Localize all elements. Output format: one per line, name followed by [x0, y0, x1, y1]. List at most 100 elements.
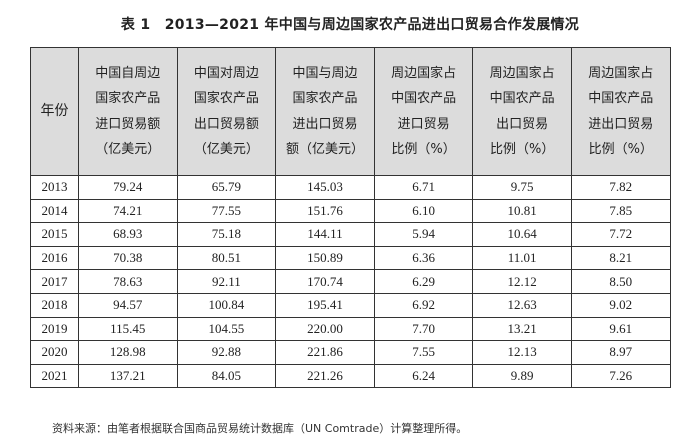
column-header-export-value: 中国对周边 国家农产品 出口贸易额 （亿美元）: [176, 47, 277, 176]
year-cell: 2013: [30, 175, 79, 200]
header-line: 中国农产品: [391, 91, 457, 106]
header-line: 进出口贸易: [292, 116, 358, 132]
table-row: 2021 137.21 84.05 221.26 6.24 9.89 7.26: [30, 363, 671, 389]
table-row: 2016 70.38 80.51 150.89 6.36 11.01 8.21: [30, 245, 671, 271]
table-row: 2015 68.93 75.18 144.11 5.94 10.64 7.72: [30, 222, 671, 247]
table-header-row: 年份 中国自周边 国家农产品 进口贸易额 （亿美元） 中国对周边 国家农产品 出…: [30, 47, 671, 176]
table-cell: 11.01: [472, 245, 572, 271]
year-cell: 2014: [30, 198, 79, 224]
table-cell: 74.21: [78, 198, 178, 224]
table-cell: 77.55: [176, 198, 277, 224]
table-cell: 8.97: [570, 340, 671, 365]
column-header-total-value: 中国与周边 国家农产品 进出口贸易 额（亿美元）: [275, 47, 375, 176]
year-cell: 2019: [30, 316, 79, 342]
table-cell: 7.26: [570, 363, 671, 389]
year-cell: 2021: [30, 363, 79, 389]
table-cell: 94.57: [78, 292, 178, 318]
table-cell: 12.63: [472, 292, 572, 318]
table-cell: 9.75: [472, 175, 572, 200]
header-line: 比例（%）: [588, 142, 653, 157]
table-cell: 92.11: [176, 269, 277, 294]
year-cell: 2016: [30, 245, 79, 271]
table-cell: 75.18: [176, 222, 277, 247]
table-cell: 9.89: [472, 363, 572, 389]
table-cell: 6.29: [373, 269, 474, 294]
table-cell: 7.55: [373, 340, 474, 365]
table-cell: 13.21: [472, 316, 572, 342]
table-cell: 144.11: [275, 222, 375, 247]
header-line: （亿美元）: [193, 142, 259, 157]
table-cell: 6.71: [373, 175, 474, 200]
table-cell: 7.85: [570, 198, 671, 224]
table-cell: 79.24: [78, 175, 178, 200]
column-header-export-share: 周边国家占 中国农产品 出口贸易 比例（%）: [472, 47, 572, 176]
table-cell: 137.21: [78, 363, 178, 389]
table-cell: 220.00: [275, 316, 375, 342]
column-header-total-share: 周边国家占 中国农产品 进出口贸易 比例（%）: [570, 47, 671, 176]
table-cell: 10.81: [472, 198, 572, 224]
header-line: 中国农产品: [489, 91, 555, 106]
table-cell: 8.21: [570, 245, 671, 271]
table-cell: 5.94: [373, 222, 474, 247]
table-cell: 68.93: [78, 222, 178, 247]
table-row: 2019 115.45 104.55 220.00 7.70 13.21 9.6…: [30, 316, 671, 342]
table-cell: 84.05: [176, 363, 277, 389]
table-cell: 9.02: [570, 292, 671, 318]
table-cell: 7.82: [570, 175, 671, 200]
table-cell: 128.98: [78, 340, 178, 365]
table-cell: 6.36: [373, 245, 474, 271]
table-cell: 78.63: [78, 269, 178, 294]
table-cell: 100.84: [176, 292, 277, 318]
table-cell: 9.61: [570, 316, 671, 342]
table-row: 2013 79.24 65.79 145.03 6.71 9.75 7.82: [30, 175, 671, 200]
header-line: 国家农产品: [292, 91, 358, 106]
header-line: 额（亿美元）: [285, 142, 364, 157]
header-line: 中国对周边: [193, 65, 259, 81]
table-cell: 7.70: [373, 316, 474, 342]
table-row: 2020 128.98 92.88 221.86 7.55 12.13 8.97: [30, 340, 671, 365]
source-note: 资料来源：由笔者根据联合国商品贸易统计数据库（UN Comtrade）计算整理所…: [52, 422, 468, 435]
column-header-import-value: 中国自周边 国家农产品 进口贸易额 （亿美元）: [78, 47, 178, 176]
table-row: 2017 78.63 92.11 170.74 6.29 12.12 8.50: [30, 269, 671, 294]
table-cell: 6.24: [373, 363, 474, 389]
header-line: 周边国家占: [588, 65, 654, 81]
table-cell: 70.38: [78, 245, 178, 271]
table-cell: 104.55: [176, 316, 277, 342]
table-cell: 10.64: [472, 222, 572, 247]
header-line: 中国与周边: [292, 65, 358, 81]
header-line: 进口贸易额: [95, 116, 161, 132]
header-line: 中国自周边: [95, 65, 161, 81]
table-body: 2013 79.24 65.79 145.03 6.71 9.75 7.82 2…: [30, 175, 671, 389]
table-cell: 7.72: [570, 222, 671, 247]
table-row: 2014 74.21 77.55 151.76 6.10 10.81 7.85: [30, 198, 671, 224]
year-column-header: 年份: [30, 47, 79, 176]
table-cell: 221.26: [275, 363, 375, 389]
table-cell: 80.51: [176, 245, 277, 271]
table-cell: 151.76: [275, 198, 375, 224]
table-row: 2018 94.57 100.84 195.41 6.92 12.63 9.02: [30, 292, 671, 318]
column-header-import-share: 周边国家占 中国农产品 进口贸易 比例（%）: [373, 47, 474, 176]
header-line: 中国农产品: [588, 91, 654, 106]
header-line: 国家农产品: [193, 91, 259, 106]
table-cell: 8.50: [570, 269, 671, 294]
table-cell: 195.41: [275, 292, 375, 318]
table-cell: 150.89: [275, 245, 375, 271]
header-line: 出口贸易: [496, 116, 549, 132]
year-cell: 2015: [30, 222, 79, 247]
table-cell: 12.12: [472, 269, 572, 294]
table-cell: 170.74: [275, 269, 375, 294]
header-line: （亿美元）: [95, 142, 161, 157]
table-cell: 92.88: [176, 340, 277, 365]
table-cell: 145.03: [275, 175, 375, 200]
header-line: 进口贸易: [397, 116, 450, 132]
year-cell: 2020: [30, 340, 79, 365]
table-cell: 6.92: [373, 292, 474, 318]
header-line: 出口贸易额: [193, 116, 259, 132]
year-cell: 2017: [30, 269, 79, 294]
header-line: 进出口贸易: [588, 116, 654, 132]
table-cell: 6.10: [373, 198, 474, 224]
table-cell: 115.45: [78, 316, 178, 342]
trade-data-table: 年份 中国自周边 国家农产品 进口贸易额 （亿美元） 中国对周边 国家农产品 出…: [30, 47, 671, 389]
table-cell: 12.13: [472, 340, 572, 365]
header-line: 周边国家占: [489, 65, 555, 81]
